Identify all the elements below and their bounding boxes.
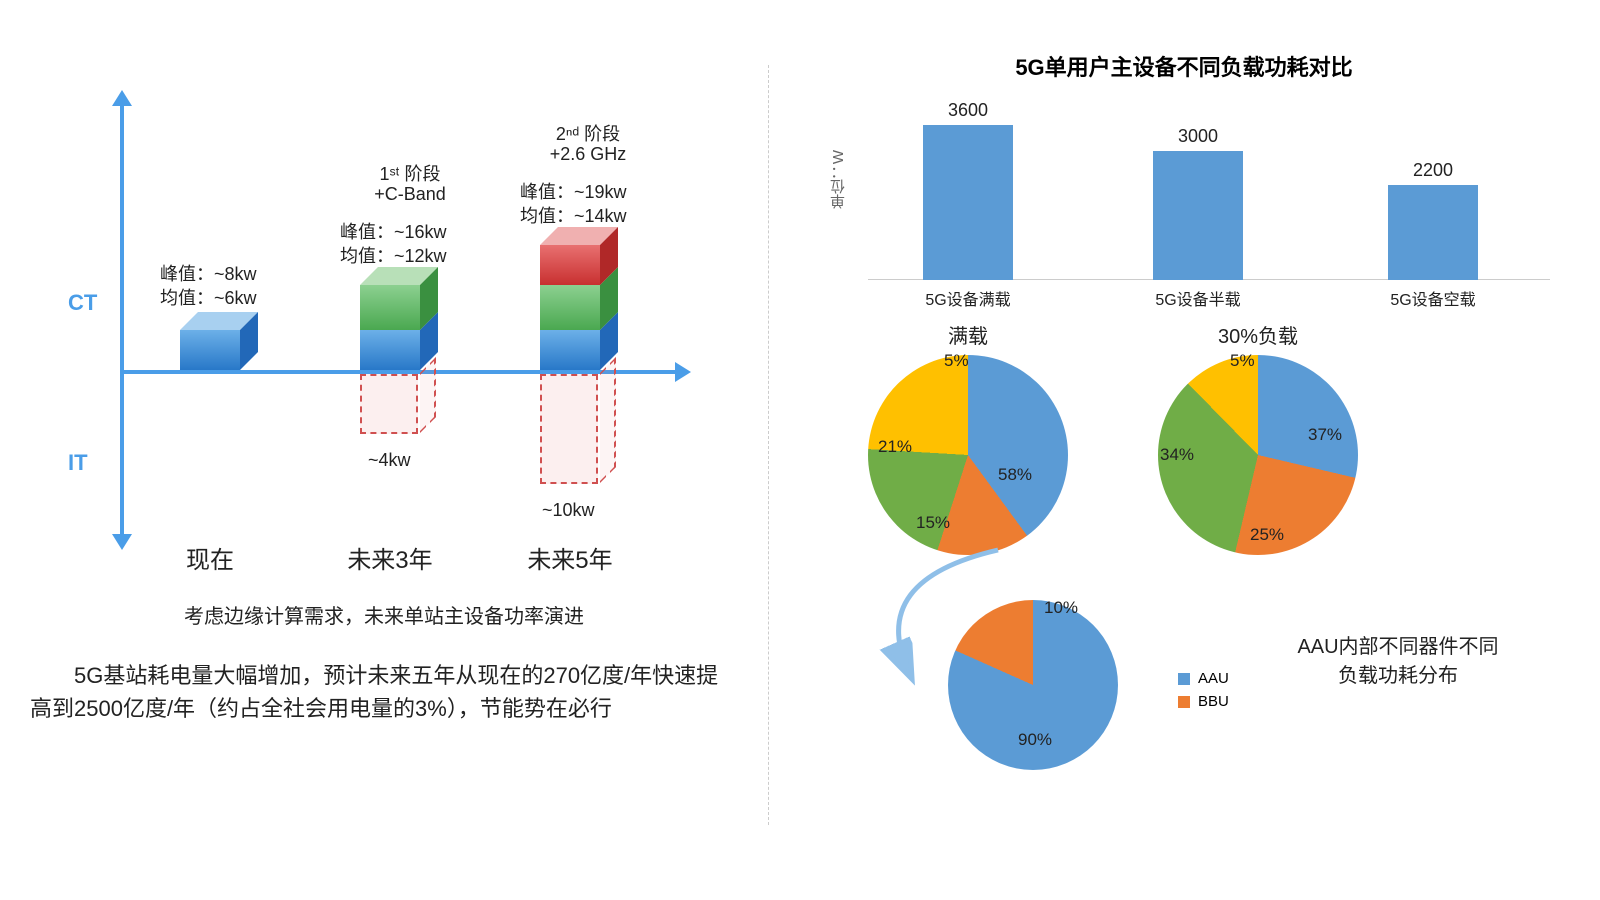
pie-30-label-2: 34% xyxy=(1160,445,1194,465)
stage0-peak: 峰值：~8kw xyxy=(160,260,257,286)
y-axis-arrow-down xyxy=(112,534,132,550)
bar-1: 30005G设备半载 xyxy=(1153,126,1243,280)
pie-full-label-0: 58% xyxy=(998,465,1032,485)
stage1-it-box xyxy=(360,374,418,434)
pie-bd-label-0: 90% xyxy=(1018,730,1052,750)
legend-row-0: AAU xyxy=(1178,670,1229,687)
pie-full: 58%15%21%5% xyxy=(868,355,1068,555)
legend-row-1: BBU xyxy=(1178,693,1229,710)
x-tick-1: 未来3年 xyxy=(330,540,450,575)
pie-breakdown-wrapper: 90% 10% xyxy=(938,600,1128,770)
legend-label-1: BBU xyxy=(1198,693,1229,710)
right-caption: AAU内部不同器件不同负载功耗分布 xyxy=(1288,630,1508,688)
it-label: IT xyxy=(68,450,88,476)
bar-fill-1 xyxy=(1153,151,1243,280)
left-caption: 考虑边缘计算需求，未来单站主设备功率演进 xyxy=(30,600,738,629)
bar-fill-2 xyxy=(1388,185,1478,280)
pie-full-title: 满载 xyxy=(858,320,1078,349)
bar-cat-0: 5G设备满载 xyxy=(888,286,1048,310)
bar-value-2: 2200 xyxy=(1388,160,1478,181)
legend-label-0: AAU xyxy=(1198,670,1229,687)
bar-value-0: 3600 xyxy=(923,100,1013,121)
left-panel: CT IT 现在 未来3年 未来5年 峰值：~8kw 均值：~6kw xyxy=(0,0,768,900)
stage1-it-box-side xyxy=(420,357,436,433)
bar-fill-0 xyxy=(923,125,1013,280)
stage1-title: 1ˢᵗ 阶段 xyxy=(350,160,470,186)
pie-30-wrapper: 30%负载 37% 25% 34% 5% xyxy=(1148,320,1368,555)
pie-full-label-2: 21% xyxy=(878,437,912,457)
stage1-peak: 峰值：~16kw xyxy=(340,218,447,244)
bar-2: 22005G设备空载 xyxy=(1388,160,1478,280)
load-bar-chart: 单位：W 36005G设备满载30005G设备半载22005G设备空载 xyxy=(868,90,1550,310)
pie-bd-label-1: 10% xyxy=(1044,598,1078,618)
pie-30-label-0: 37% xyxy=(1308,425,1342,445)
legend-swatch-0 xyxy=(1178,673,1190,685)
ct-label: CT xyxy=(68,290,97,316)
stage2-title: 2ⁿᵈ 阶段 xyxy=(528,120,648,146)
pie-30: 37%25%34%5% xyxy=(1158,355,1358,555)
bar-y-label: 单位：W xyxy=(828,150,849,209)
pie-breakdown: 90% 10% xyxy=(948,600,1118,770)
stage2-avg: 均值：~14kw xyxy=(520,202,627,228)
y-axis xyxy=(120,100,124,540)
stage2-subtitle: +2.6 GHz xyxy=(528,144,648,165)
bar-0: 36005G设备满载 xyxy=(923,100,1013,280)
stage2-peak: 峰值：~19kw xyxy=(520,178,627,204)
stage2-it-box-side xyxy=(600,357,616,483)
slide-container: CT IT 现在 未来3年 未来5年 峰值：~8kw 均值：~6kw xyxy=(0,0,1600,900)
stage1-avg: 均值：~12kw xyxy=(340,242,447,268)
x-tick-0: 现在 xyxy=(150,540,270,575)
pie-30-title: 30%负载 xyxy=(1148,320,1368,349)
legend-swatch-1 xyxy=(1178,696,1190,708)
pie-30-label-1: 25% xyxy=(1250,525,1284,545)
x-tick-2: 未来5年 xyxy=(510,540,630,575)
bar-value-1: 3000 xyxy=(1153,126,1243,147)
stage1-subtitle: +C-Band xyxy=(350,184,470,205)
power-evolution-chart: CT IT 现在 未来3年 未来5年 峰值：~8kw 均值：~6kw xyxy=(50,60,690,540)
pie-full-label-3: 5% xyxy=(944,351,969,371)
stage2-it: ~10kw xyxy=(542,500,595,521)
pie-30-label-3: 5% xyxy=(1230,351,1255,371)
stage2-it-box xyxy=(540,374,598,484)
right-title: 5G单用户主设备不同负载功耗对比 xyxy=(808,50,1560,82)
y-axis-arrow-up xyxy=(112,90,132,106)
bar-cat-2: 5G设备空载 xyxy=(1353,286,1513,310)
stage1-it: ~4kw xyxy=(368,450,411,471)
bar-cat-1: 5G设备半载 xyxy=(1118,286,1278,310)
pie-full-wrapper: 满载 58% 15% 21% 5% xyxy=(858,320,1078,555)
x-axis-arrow xyxy=(675,362,691,382)
left-body-text: 5G基站耗电量大幅增加，预计未来五年从现在的270亿度/年快速提高到2500亿度… xyxy=(30,659,738,725)
stage0-avg: 均值：~6kw xyxy=(160,284,257,310)
pies-area: 满载 58% 15% 21% 5% 30%负载 37% 25% 34% 5% 90% 10% xyxy=(808,310,1560,830)
right-panel: 5G单用户主设备不同负载功耗对比 单位：W 36005G设备满载30005G设备… xyxy=(768,0,1600,900)
pie-full-label-1: 15% xyxy=(916,513,950,533)
pie-legend: AAU BBU xyxy=(1178,670,1229,716)
